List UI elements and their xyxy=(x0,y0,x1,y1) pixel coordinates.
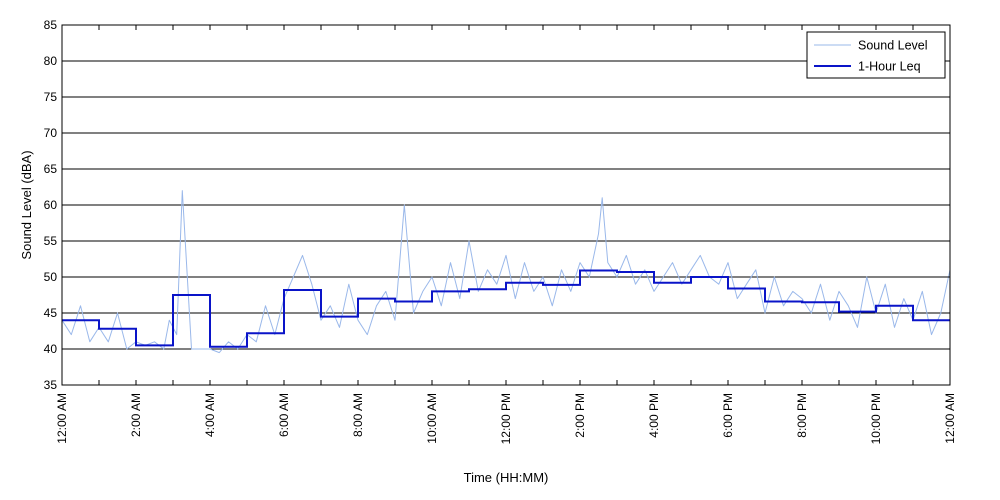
x-tick-label-6: 12:00 PM xyxy=(499,393,513,444)
legend: Sound Level 1-Hour Leq xyxy=(806,31,946,79)
y-tick-label-40: 40 xyxy=(44,342,58,356)
x-tick-label-2: 4:00 AM xyxy=(203,393,217,437)
x-tick-labels: 12:00 AM 2:00 AM 4:00 AM 6:00 AM 8:00 AM 10:0… xyxy=(55,393,957,444)
series-group xyxy=(61,190,951,354)
y-tick-labels: 35 40 45 50 55 60 65 70 75 80 85 xyxy=(44,18,58,392)
y-tick-label-85: 85 xyxy=(44,18,58,32)
x-tick-label-3: 6:00 AM xyxy=(277,393,291,437)
x-tick-label-0: 12:00 AM xyxy=(55,393,69,444)
y-tick-label-65: 65 xyxy=(44,162,58,176)
x-tick-label-1: 2:00 AM xyxy=(129,393,143,437)
legend-label-sound-level: Sound Level xyxy=(858,39,928,53)
y-tick-label-60: 60 xyxy=(44,198,58,212)
x-tick-label-8: 4:00 PM xyxy=(647,393,661,438)
y-tick-label-50: 50 xyxy=(44,270,58,284)
series-line-sound-level xyxy=(61,190,951,354)
x-tick-label-11: 10:00 PM xyxy=(869,393,883,444)
x-tick-label-7: 2:00 PM xyxy=(573,393,587,438)
x-tick-label-5: 10:00 AM xyxy=(425,393,439,444)
y-tick-label-55: 55 xyxy=(44,234,58,248)
legend-box xyxy=(806,31,946,79)
legend-label-1-hour-leq: 1-Hour Leq xyxy=(858,60,921,74)
y-tick-label-70: 70 xyxy=(44,126,58,140)
x-tick-label-4: 8:00 AM xyxy=(351,393,365,437)
x-tick-label-12: 12:00 AM xyxy=(943,393,957,444)
y-axis-title: Sound Level (dBA) xyxy=(19,150,34,259)
y-tick-label-45: 45 xyxy=(44,306,58,320)
y-tick-label-75: 75 xyxy=(44,90,58,104)
x-axis-title: Time (HH:MM) xyxy=(464,470,549,485)
axis-ticks xyxy=(61,24,951,386)
y-tick-label-35: 35 xyxy=(44,378,58,392)
x-tick-label-10: 8:00 PM xyxy=(795,393,809,438)
series-line-1-hour-leq xyxy=(62,269,950,348)
y-tick-label-80: 80 xyxy=(44,54,58,68)
x-tick-label-9: 6:00 PM xyxy=(721,393,735,438)
